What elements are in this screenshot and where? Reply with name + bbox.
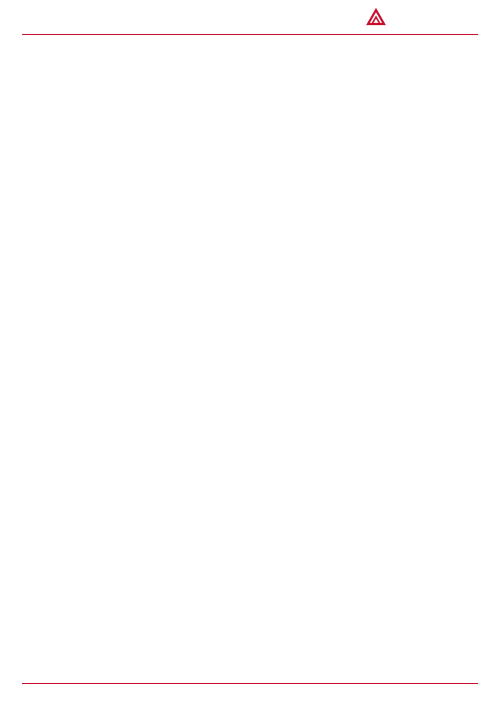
header-divider: [22, 34, 478, 35]
page-header: [0, 0, 500, 34]
footer-divider: [22, 683, 478, 684]
company-logo: [366, 6, 476, 30]
logo-mark-icon: [366, 8, 386, 26]
